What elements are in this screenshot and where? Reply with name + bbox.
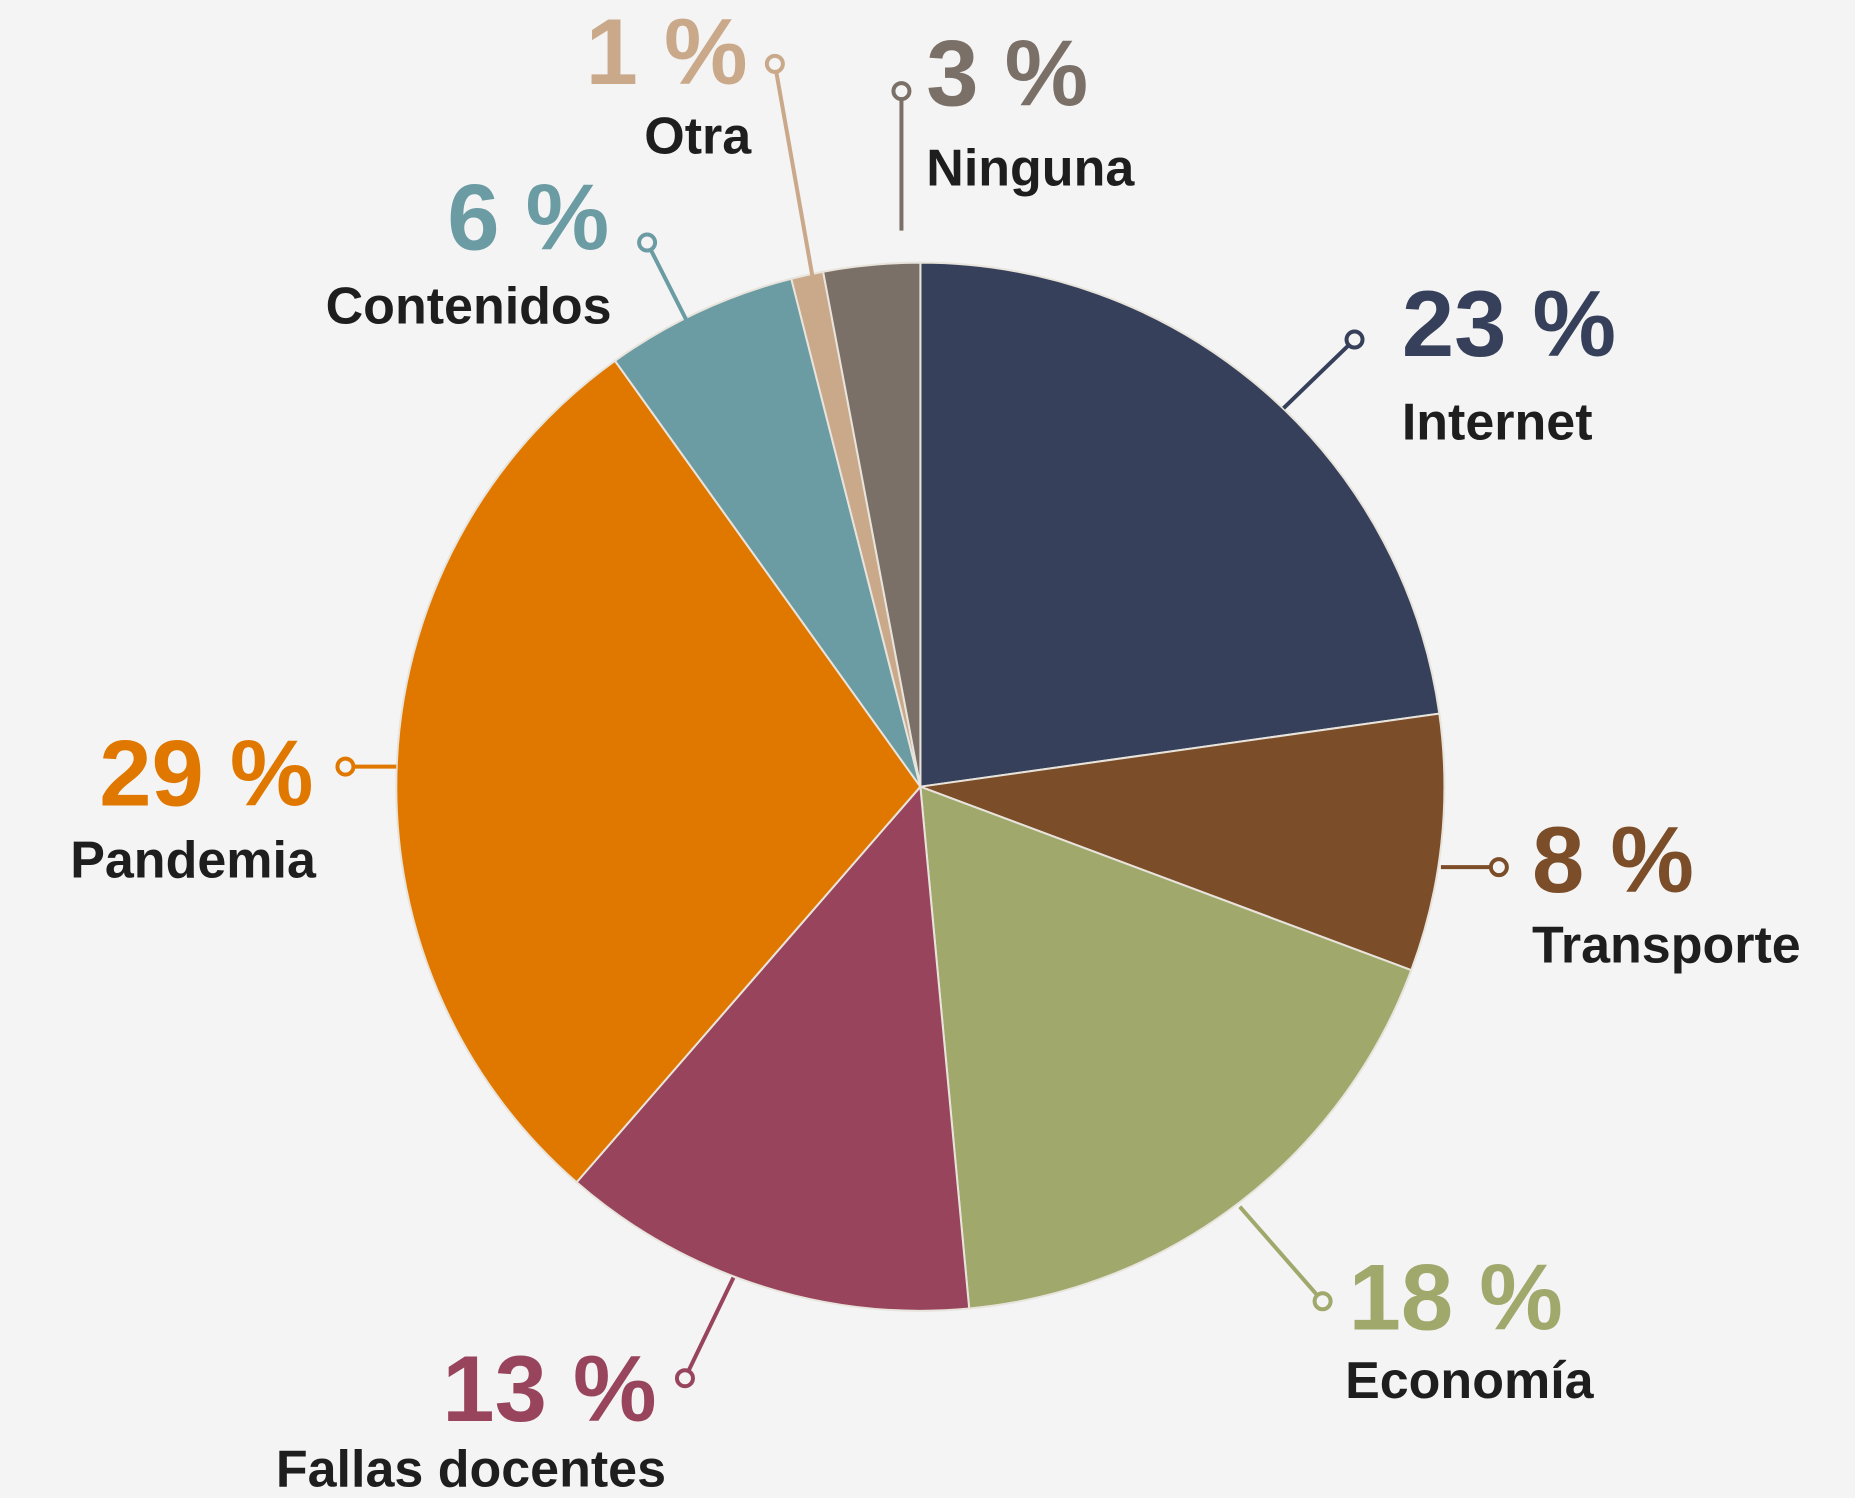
leader-line xyxy=(683,1276,736,1380)
value-label: 1 % xyxy=(586,0,748,104)
category-label: Otra xyxy=(644,107,752,165)
leader-line xyxy=(1282,338,1356,410)
category-label: Ninguna xyxy=(926,139,1135,197)
pie-slice xyxy=(395,359,922,1184)
leader-line xyxy=(772,63,815,279)
category-label: Contenidos xyxy=(326,278,612,336)
value-label: 6 % xyxy=(447,165,609,270)
leader-line xyxy=(645,241,694,333)
pie-slice xyxy=(575,784,971,1312)
value-label: 13 % xyxy=(442,1336,656,1441)
leader-dot xyxy=(764,53,785,74)
category-label: Economía xyxy=(1345,1352,1595,1410)
value-label: 29 % xyxy=(99,721,313,826)
category-label: Fallas docentes xyxy=(276,1441,666,1498)
leader-dot xyxy=(335,756,356,777)
pie-slice xyxy=(920,712,1446,972)
pie-slice xyxy=(821,261,922,787)
pie-slice xyxy=(613,277,922,788)
leader-dot xyxy=(674,1368,695,1389)
leader-dot xyxy=(637,232,658,253)
value-label: 18 % xyxy=(1349,1245,1563,1350)
leader-line xyxy=(1238,1205,1325,1303)
pie-slice xyxy=(919,261,1441,788)
leader-dot xyxy=(1488,857,1509,878)
category-label: Transporte xyxy=(1532,917,1801,975)
leader-dot xyxy=(1344,329,1365,350)
value-label: 23 % xyxy=(1402,271,1616,376)
value-label: 3 % xyxy=(926,20,1088,125)
leader-dot xyxy=(891,81,912,102)
pie-slice xyxy=(919,785,1413,1310)
category-label: Pandemia xyxy=(70,831,317,889)
leader-dot xyxy=(1312,1291,1333,1312)
category-label: Internet xyxy=(1402,394,1593,452)
value-label: 8 % xyxy=(1532,807,1694,912)
